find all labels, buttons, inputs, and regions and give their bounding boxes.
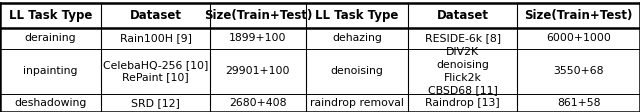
Text: raindrop removal: raindrop removal — [310, 98, 404, 108]
Text: Raindrop [13]: Raindrop [13] — [426, 98, 500, 108]
Text: Rain100H [9]: Rain100H [9] — [120, 33, 191, 43]
Text: 29901+100: 29901+100 — [226, 66, 290, 76]
Text: denoising: denoising — [331, 66, 383, 76]
Text: 1899+100: 1899+100 — [229, 33, 287, 43]
Text: 3550+68: 3550+68 — [554, 66, 604, 76]
Text: deshadowing: deshadowing — [14, 98, 87, 108]
Text: dehazing: dehazing — [332, 33, 382, 43]
Text: RESIDE-6k [8]: RESIDE-6k [8] — [425, 33, 500, 43]
Text: CelebaHQ-256 [10]
RePaint [10]: CelebaHQ-256 [10] RePaint [10] — [103, 60, 208, 83]
Text: Size(Train+Test): Size(Train+Test) — [204, 9, 312, 22]
Text: 2680+408: 2680+408 — [229, 98, 287, 108]
Text: 861+58: 861+58 — [557, 98, 600, 108]
Text: deraining: deraining — [25, 33, 76, 43]
Text: LL Task Type: LL Task Type — [316, 9, 399, 22]
Text: LL Task Type: LL Task Type — [9, 9, 92, 22]
Text: Dataset: Dataset — [129, 9, 182, 22]
Text: 6000+1000: 6000+1000 — [546, 33, 611, 43]
Text: SRD [12]: SRD [12] — [131, 98, 180, 108]
Text: DIV2K
denoising
Flick2k
CBSD68 [11]: DIV2K denoising Flick2k CBSD68 [11] — [428, 47, 498, 95]
Text: inpainting: inpainting — [23, 66, 78, 76]
Text: Dataset: Dataset — [436, 9, 489, 22]
Text: Size(Train+Test): Size(Train+Test) — [524, 9, 633, 22]
